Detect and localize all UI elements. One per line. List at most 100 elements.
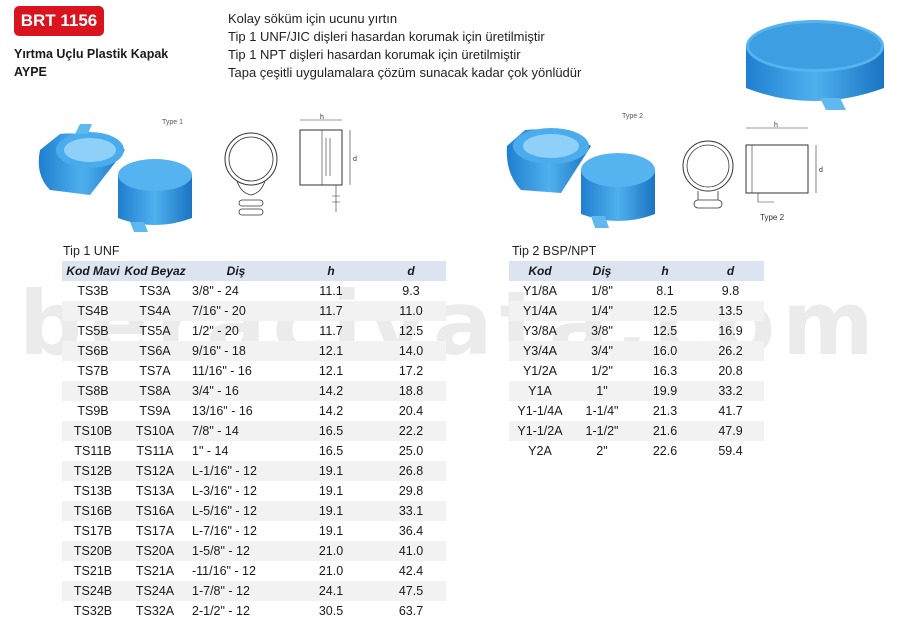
- table-cell: 7/8" - 14: [186, 421, 286, 441]
- table-cell: 11.0: [376, 301, 446, 321]
- table-cell: 3/8" - 24: [192, 284, 239, 298]
- cap-photo-large: [746, 20, 884, 110]
- table-cell: 16.9: [718, 324, 743, 338]
- table-cell: 9/16" - 18: [186, 341, 286, 361]
- table-row: TS11B TS11A 1" - 14 16.5 25.0: [62, 441, 446, 461]
- table-row: Y1/4A 1/4" 12.5 13.5: [509, 301, 764, 321]
- table-cell: 19.1: [318, 484, 344, 498]
- table-cell: L-3/16" - 12: [192, 484, 257, 498]
- table-cell: 36.4: [398, 524, 424, 538]
- product-type: AYPE: [14, 65, 47, 79]
- table-row: Y2A 2" 22.6 59.4: [509, 441, 764, 461]
- table2-title: Tip 2 BSP/NPT: [512, 244, 597, 258]
- table-cell: TS32B: [73, 604, 113, 618]
- table-cell: TS7B: [77, 364, 109, 378]
- table-cell: 14.2: [318, 404, 344, 418]
- table-row: TS9B TS9A 13/16" - 16 14.2 20.4: [62, 401, 446, 421]
- table-cell: 12.5: [633, 301, 697, 321]
- table-cell: TS24A: [124, 581, 186, 601]
- table-cell: 24.1: [286, 581, 376, 601]
- dim-h-label-2: h: [774, 122, 778, 129]
- table-cell: 33.1: [376, 501, 446, 521]
- table-cell: 42.4: [398, 564, 424, 578]
- dim-d-label-2: d: [819, 167, 823, 174]
- table-cell: 47.5: [376, 581, 446, 601]
- table-cell: 8.1: [656, 284, 674, 298]
- table-cell: 21.3: [652, 404, 678, 418]
- table-cell: 14.2: [286, 381, 376, 401]
- table-cell: -11/16" - 12: [192, 564, 256, 578]
- table-cell: 13.5: [697, 301, 764, 321]
- table-row: Y3/8A 3/8" 12.5 16.9: [509, 321, 764, 341]
- table-cell: 1-5/8" - 12: [186, 541, 286, 561]
- table-cell: 14.0: [376, 341, 446, 361]
- table-cell: 1/4": [571, 301, 633, 321]
- column-header: h: [633, 261, 697, 281]
- table-row: TS32B TS32A 2-1/2" - 12 30.5 63.7: [62, 601, 446, 621]
- table-row: TS5B TS5A 1/2" - 20 11.7 12.5: [62, 321, 446, 341]
- dim-h-label: h: [320, 114, 324, 121]
- table-cell: 47.9: [697, 421, 764, 441]
- table-cell: 2-1/2" - 12: [192, 604, 250, 618]
- table-row: TS24B TS24A 1-7/8" - 12 24.1 47.5: [62, 581, 446, 601]
- table-cell: 29.8: [398, 484, 424, 498]
- table-cell: 26.2: [697, 341, 764, 361]
- table-cell: 41.0: [376, 541, 446, 561]
- table-row: TS12B TS12A L-1/16" - 12 19.1 26.8: [62, 461, 446, 481]
- table-cell: 1-1/2": [571, 421, 633, 441]
- table-cell: 16.5: [318, 444, 344, 458]
- table-cell: TS4B: [62, 301, 124, 321]
- table-cell: TS11A: [136, 444, 174, 458]
- column-header: d: [697, 261, 764, 281]
- dim-d-label: d: [353, 156, 357, 163]
- table-cell: 1/8": [591, 284, 613, 298]
- table-cell: 11.7: [319, 324, 343, 338]
- table-cell: TS9A: [139, 404, 171, 418]
- table-cell: 3/4" - 16: [186, 381, 286, 401]
- table-cell: Y3/4A: [509, 341, 571, 361]
- table-cell: 1": [571, 381, 633, 401]
- table-cell: 9.8: [721, 284, 740, 298]
- table-cell: Y1-1/4A: [517, 404, 563, 418]
- table-cell: 11/16" - 16: [192, 364, 252, 378]
- table-cell: 9.3: [402, 284, 420, 298]
- table-row: TS21B TS21A -11/16" - 12 21.0 42.4: [62, 561, 446, 581]
- table-cell: TS32A: [135, 604, 175, 618]
- table-cell: 17.2: [398, 364, 424, 378]
- product-code-badge: BRT 1156: [14, 6, 104, 36]
- table-cell: Y3/8A: [522, 324, 558, 338]
- table-row: Y1-1/2A 1-1/2" 21.6 47.9: [509, 421, 764, 441]
- table-cell: TS5A: [139, 324, 171, 338]
- table-cell: 22.6: [652, 444, 678, 458]
- table-cell: TS8A: [124, 381, 186, 401]
- table-row: TS17B TS17A L-7/16" - 12 19.1 36.4: [62, 521, 446, 541]
- table-cell: TS17A: [135, 524, 175, 538]
- table-cell: TS16A: [124, 501, 186, 521]
- table-cell: Y1/8A: [522, 284, 558, 298]
- table-cell: TS9B: [77, 404, 109, 418]
- table-cell: 19.1: [318, 524, 344, 538]
- table-cell: Y2A: [528, 444, 552, 458]
- table-cell: TS3A: [139, 284, 171, 298]
- table-row: Y1-1/4A 1-1/4" 21.3 41.7: [509, 401, 764, 421]
- table-cell: Y1A: [509, 381, 571, 401]
- table-row: TS4B TS4A 7/16" - 20 11.7 11.0: [62, 301, 446, 321]
- table-cell: TS13B: [73, 484, 113, 498]
- table-cell: L-1/16" - 12: [186, 461, 286, 481]
- table-cell: 12.1: [286, 341, 376, 361]
- table-row: Y3/4A 3/4" 16.0 26.2: [509, 341, 764, 361]
- table-cell: 21.0: [318, 564, 344, 578]
- table-cell: TS10B: [62, 421, 124, 441]
- table-cell: 1/2" - 20: [192, 324, 239, 338]
- type1-front-drawing: [224, 132, 278, 216]
- table-cell: 2": [596, 444, 608, 458]
- column-header: h: [286, 261, 376, 281]
- table-cell: 3/8": [591, 324, 613, 338]
- table-cell: 7/16" - 20: [186, 301, 286, 321]
- column-header: Kod: [509, 261, 571, 281]
- table-cell: 12.5: [652, 324, 678, 338]
- table-cell: TS3B: [77, 284, 109, 298]
- table-cell: 16.0: [633, 341, 697, 361]
- table-cell: L-7/16" - 12: [192, 524, 257, 538]
- table-cell: TS17B: [73, 524, 113, 538]
